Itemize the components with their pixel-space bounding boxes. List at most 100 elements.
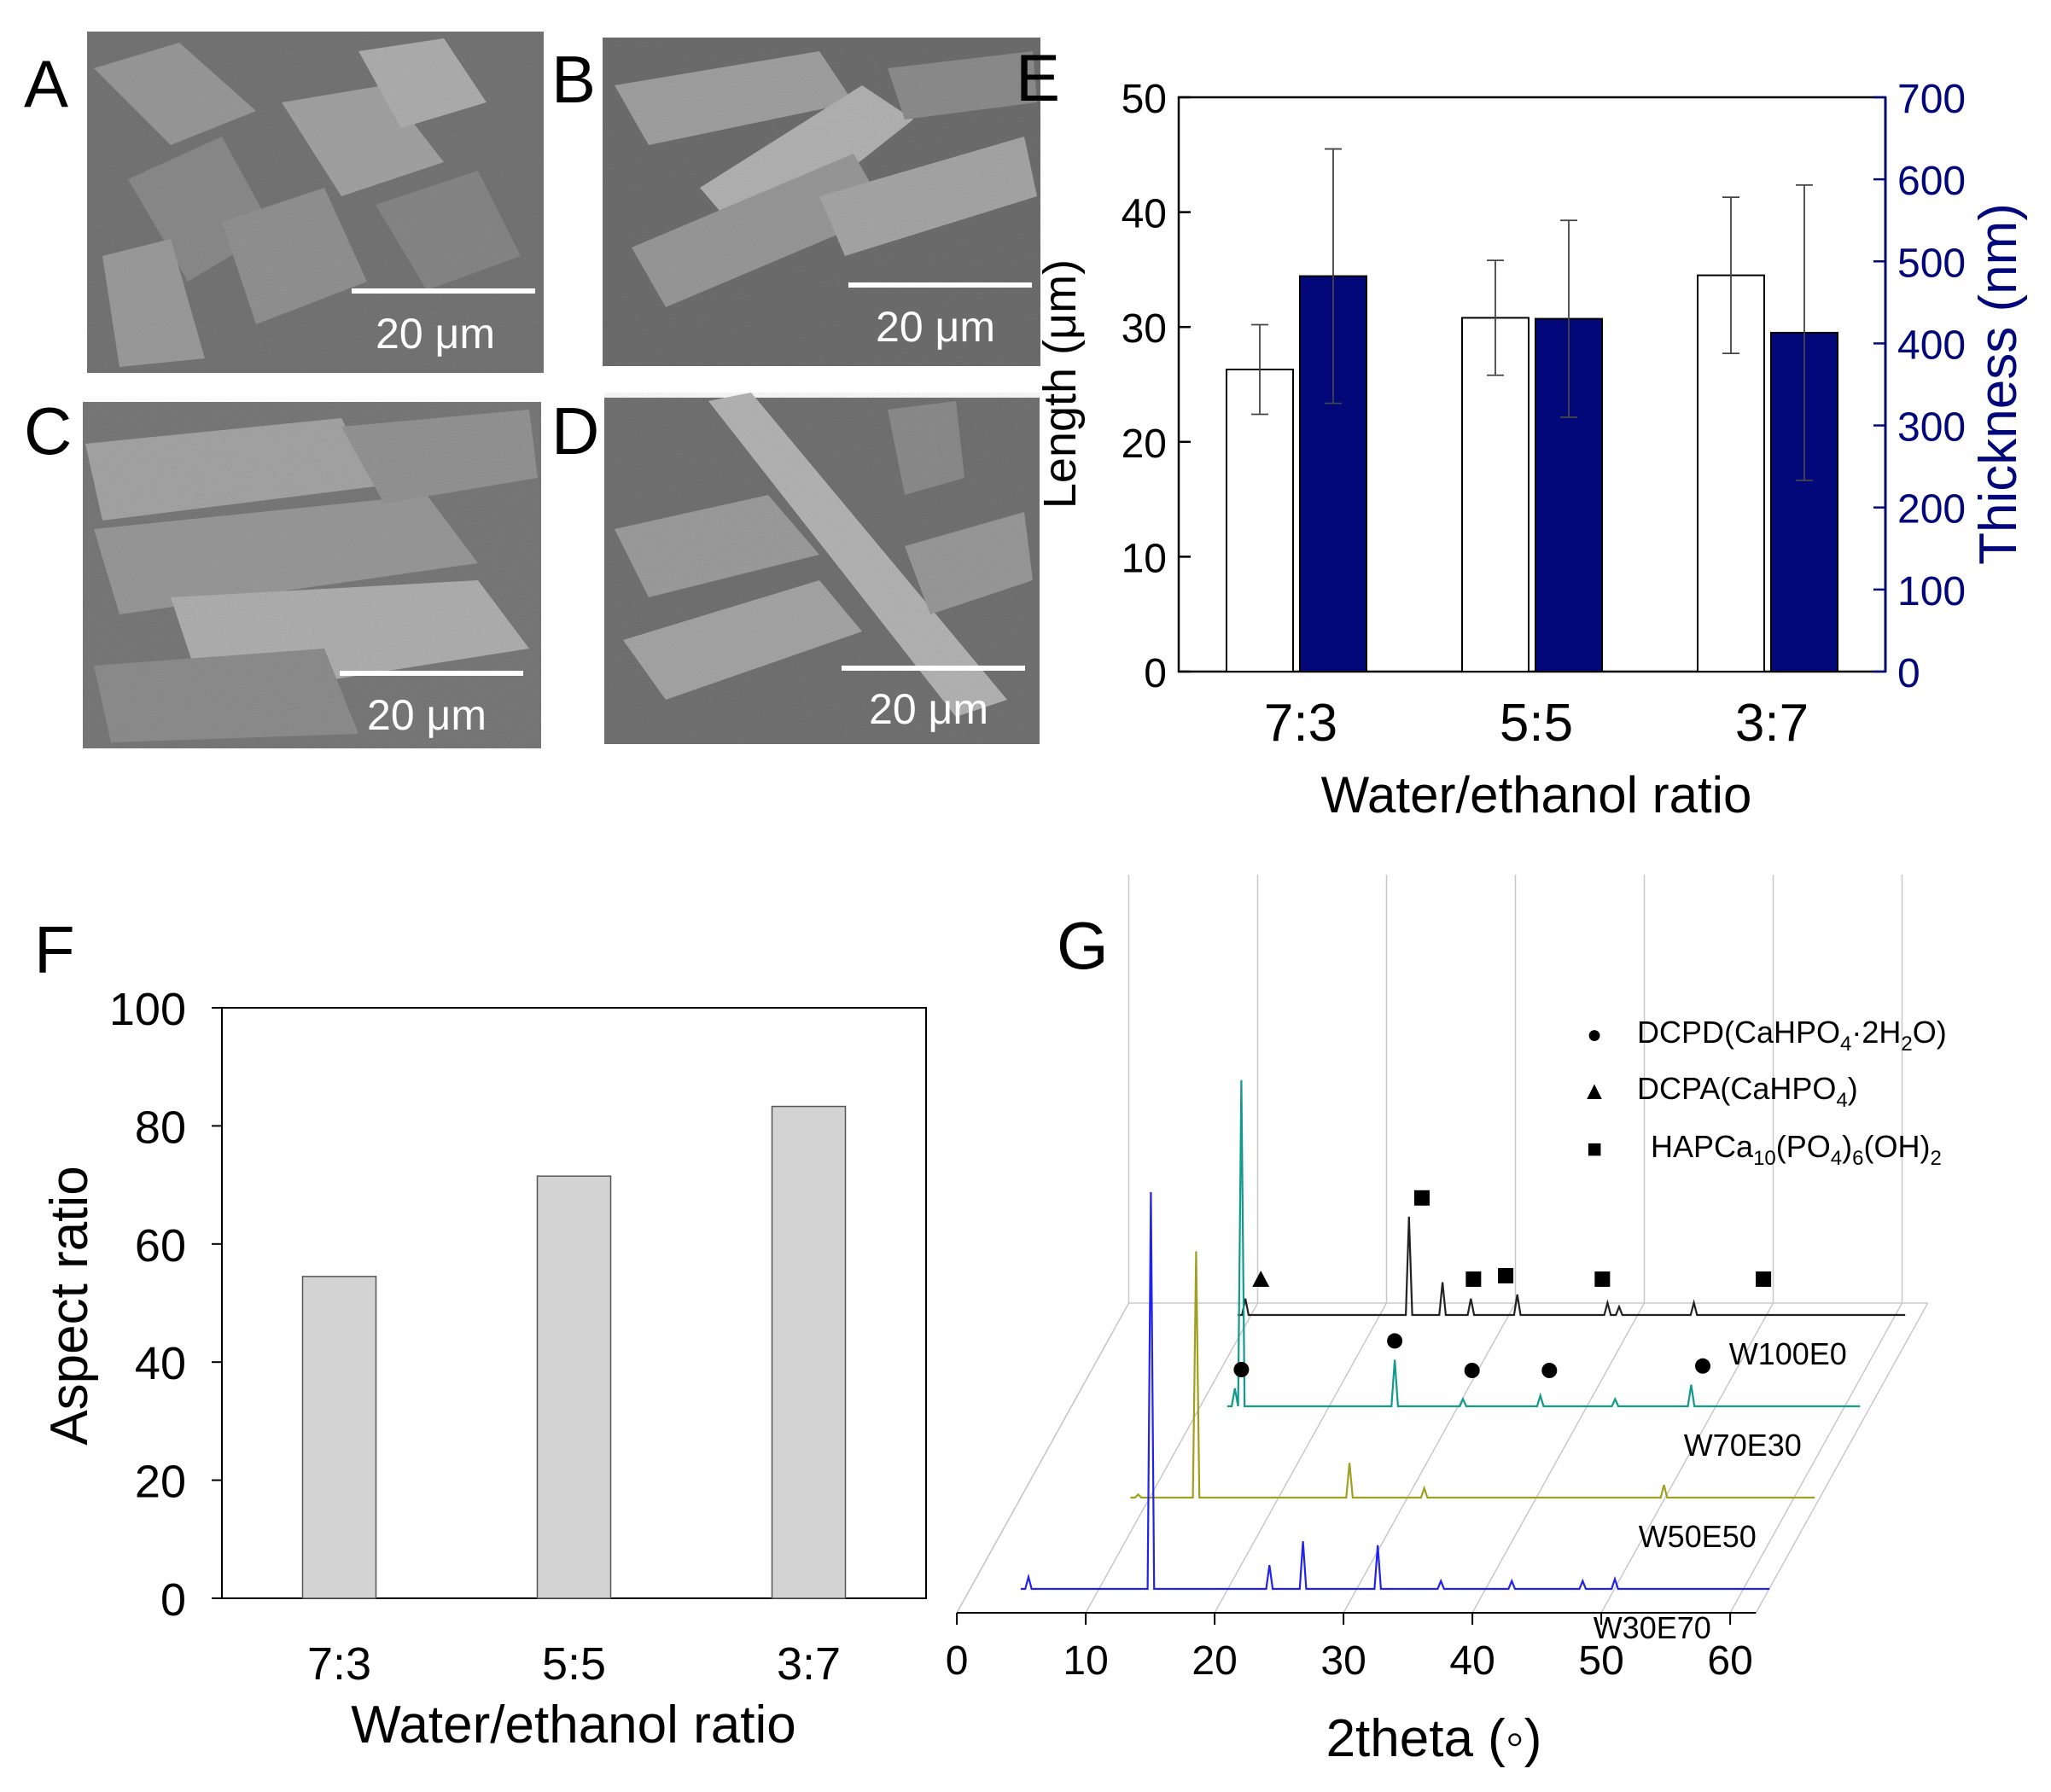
chart-f-xlabel: Water/ethanol ratio [351,1696,796,1754]
f-x-tick-label: 5:5 [542,1638,606,1690]
g-legend-entry: HAPCa10(PO4)6(OH)2 [1651,1129,1942,1170]
sem-panel-d: D 20 μm [551,393,1040,744]
hap-marker [1498,1268,1514,1283]
g-legend-formula-part: Ca [1714,1129,1754,1164]
g-legend-symbol: ■ [1587,1135,1602,1163]
hap-marker [1756,1271,1772,1287]
f-y-tick-label: 40 [135,1338,186,1389]
e-left-tick-label: 0 [1144,651,1167,696]
e-right-tick-label: 100 [1897,569,1966,614]
g-legend-formula-part: ) [1848,1071,1858,1106]
e-right-tick-label: 700 [1897,77,1966,122]
e-left-tick-label: 10 [1122,536,1167,581]
e-right-tick-label: 600 [1897,159,1966,204]
chart-f-ylabel: Aspect ratio [40,1166,99,1445]
panel-letter-e: E [1016,40,1060,115]
g-legend-formula-sub: 10 [1753,1147,1776,1170]
chart-g-series: W100E0 W70E30 W50E50 W30E70 [1020,1079,1906,1645]
e-left-tick-label: 20 [1122,422,1167,467]
g-series-label: W30E70 [1594,1610,1711,1645]
chart-e-bars [1226,148,1838,672]
chart-e-right-axis: 0 100 200 300 400 500 600 700 [1873,77,1966,696]
g-legend-name: DCPD [1637,1015,1724,1050]
panel-letter-f: F [34,912,75,987]
panel-letter-c: C [24,393,72,468]
e-right-tick-label: 200 [1897,487,1966,532]
chart-g-x-axis: 0 10 20 30 40 50 60 [946,1612,1757,1684]
f-y-tick-label: 60 [135,1220,186,1271]
f-bar [301,1276,377,1599]
g-legend-formula-sub: 4 [1836,1089,1847,1112]
e-right-tick-label: 400 [1897,323,1966,368]
hap-marker [1594,1271,1611,1287]
g-legend-formula-part: O) [1913,1015,1947,1050]
scale-bar-label-d: 20 μm [869,685,988,733]
chart-e-y2label: Thickness (nm) [1969,203,2028,565]
scale-bar-label-c: 20 μm [367,691,487,739]
g-legend-symbol: ● [1587,1021,1602,1049]
panel-letter-d: D [551,393,599,468]
chart-f: F 0 20 40 60 80 100 7:3 5:5 3:7 Aspect ratio Wa… [34,912,927,1754]
f-y-tick-label: 20 [135,1457,186,1508]
g-x-tick-label: 0 [946,1638,969,1684]
panel-letter-g: G [1057,908,1109,983]
dcpd-marker [1233,1362,1250,1377]
g-legend-formula-part: (CaHPO [1720,1071,1836,1106]
chart-g-3d-grid [956,875,1929,1614]
g-legend-entry: DCPA(CaHPO4) [1637,1071,1858,1112]
sem-panel-b: B 20 μm [551,38,1040,366]
g-x-tick-label: 40 [1449,1638,1495,1684]
g-legend-formula-sub: 2 [1930,1147,1941,1170]
chart-f-x-ticks: 7:3 5:5 3:7 [307,1638,841,1690]
chart-g-phase-markers [1233,1190,1772,1378]
f-y-tick-label: 0 [160,1574,186,1626]
hap-marker [1465,1271,1482,1287]
chart-e-x-ticks: 7:3 5:5 3:7 [1264,694,1809,753]
g-legend-formula-sub: 6 [1852,1147,1863,1170]
g-grid-edge [956,1302,1130,1614]
g-legend-formula-sub: 2 [1901,1033,1912,1056]
e-left-tick-label: 40 [1122,192,1167,237]
dcpd-marker [1464,1363,1480,1378]
sem-panel-c: C 20 μm [24,393,541,748]
f-y-tick-label: 80 [135,1102,186,1153]
chart-f-y-axis: 0 20 40 60 80 100 [109,984,222,1626]
g-legend-name: HAP [1651,1129,1714,1164]
g-legend-name: DCPA [1637,1071,1720,1106]
g-legend-formula-part: ) [1842,1129,1852,1164]
g-legend-formula-part: (PO [1776,1129,1831,1164]
f-x-tick-label: 3:7 [777,1638,841,1690]
g-legend-formula-part: (CaHPO [1724,1015,1840,1050]
g-grid-depth-line [1214,1302,1388,1614]
e-left-tick-label: 30 [1122,306,1167,352]
e-right-tick-label: 0 [1897,651,1920,696]
chart-e: E 0 10 20 30 40 50 0 100 200 300 400 500 600 700 7:3… [1016,40,2028,823]
g-x-tick-label: 50 [1578,1638,1623,1684]
g-grid-depth-line [1085,1302,1259,1614]
chart-f-bars [301,1105,847,1599]
chart-e-left-axis: 0 10 20 30 40 50 [1122,77,1191,696]
e-x-tick-label: 3:7 [1735,694,1809,753]
panel-letter-a: A [24,46,68,121]
chart-g-legend: ● DCPD(CaHPO4·2H2O)▲ DCPA(CaHPO4)■ HAPCa10(… [1582,1015,1947,1170]
g-series-label: W100E0 [1729,1336,1847,1371]
sem-panel-a: A 20 μm [24,32,544,373]
g-series-label: W50E50 [1639,1519,1757,1554]
dcpd-marker [1387,1333,1403,1349]
g-legend-symbol: ▲ [1582,1077,1607,1105]
hap-marker [1413,1190,1430,1206]
g-x-tick-label: 60 [1707,1638,1752,1684]
g-grid-depth-line [1471,1302,1646,1614]
e-x-tick-label: 7:3 [1264,694,1337,753]
g-trace-w100e0 [1238,1216,1906,1317]
chart-e-xlabel: Water/ethanol ratio [1321,766,1752,823]
g-grid-edge [1755,1302,1929,1614]
e-right-tick-label: 500 [1897,241,1966,286]
f-x-tick-label: 7:3 [307,1638,371,1690]
g-x-tick-label: 30 [1320,1638,1366,1684]
e-bar-length [1226,369,1294,672]
dcpd-marker [1541,1363,1558,1378]
g-grid-depth-line [1729,1302,1903,1614]
g-series-label: W70E30 [1684,1428,1802,1463]
